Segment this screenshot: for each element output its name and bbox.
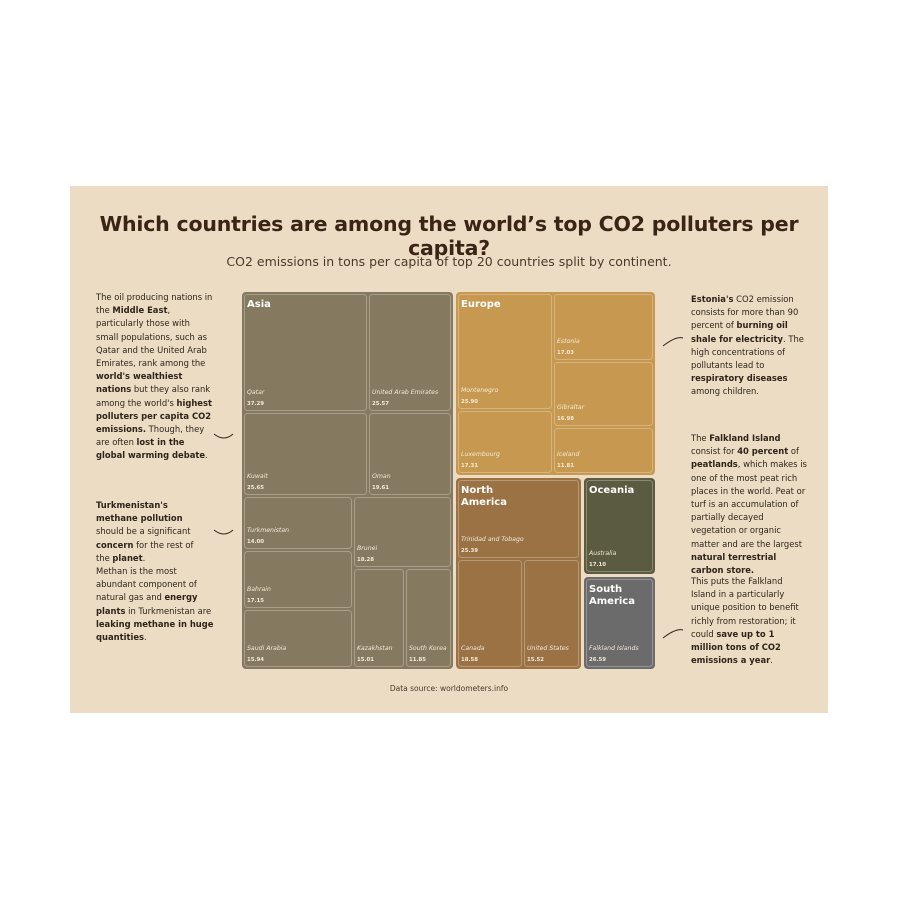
cell-value-gibraltar: 16.98 — [557, 416, 574, 422]
cell-falkland-islands — [586, 579, 653, 667]
cell-value-brunei: 18.28 — [357, 557, 374, 563]
cell-qatar — [244, 294, 367, 411]
cell-label-qatar: Qatar — [247, 388, 265, 396]
cell-label-kazakhstan: Kazakhstan — [357, 644, 393, 652]
cell-iceland — [554, 428, 653, 473]
cell-gibraltar — [554, 362, 653, 426]
cell-label-south-korea: South Korea — [409, 644, 447, 652]
cell-label-turkmenistan: Turkmenistan — [247, 526, 289, 534]
note-middle-east: The oil producing nations in the Middle … — [96, 292, 213, 461]
cell-brunei — [354, 497, 451, 567]
cell-saudi-arabia — [244, 610, 352, 667]
cell-value-kazakhstan: 15.01 — [357, 657, 374, 663]
group-label-south-america: South — [589, 584, 622, 595]
cell-label-gibraltar: Gibraltar — [557, 403, 585, 411]
cell-label-oman: Oman — [372, 473, 391, 480]
connector-estonia — [662, 337, 684, 347]
data-source: Data source: worldometers.info — [389, 684, 509, 693]
cell-value-united-arab-emirates: 25.57 — [372, 401, 389, 407]
cell-value-qatar: 37.29 — [247, 401, 264, 407]
cell-trinidad-and-tobago — [458, 480, 579, 558]
cell-value-south-korea: 11.85 — [409, 657, 426, 663]
note-turkmenistan: Turkmenistan's methane pollution should … — [96, 500, 194, 563]
cell-label-canada: Canada — [461, 645, 485, 652]
cell-value-iceland: 11.81 — [557, 463, 574, 469]
cell-value-falkland-islands: 26.59 — [589, 657, 606, 663]
cell-label-united-states: United States — [527, 644, 570, 652]
chart-title: Which countries are among the world’s to… — [99, 212, 799, 260]
cell-label-falkland-islands: Falkland Islands — [589, 645, 639, 652]
cell-bahrain — [244, 551, 352, 608]
cell-kuwait — [244, 413, 367, 495]
note-methane: Methan is the most abundant component of… — [96, 566, 214, 643]
cell-label-iceland: Iceland — [557, 451, 579, 458]
cell-south-korea — [406, 569, 451, 667]
cell-value-montenegro: 25.90 — [461, 399, 478, 405]
connector-falkland — [662, 629, 684, 639]
cell-label-montenegro: Montenegro — [461, 386, 498, 394]
cell-value-trinidad-and-tobago: 25.39 — [461, 548, 478, 554]
cell-value-turkmenistan: 14.00 — [247, 539, 264, 545]
cell-value-kuwait: 25.65 — [247, 485, 264, 491]
cell-value-luxembourg: 17.31 — [461, 463, 478, 469]
chart-subtitle: CO2 emissions in tons per capita of top … — [226, 254, 672, 269]
group-label-north-america: North — [461, 485, 493, 496]
cell-label-trinidad-and-tobago: Trinidad and Tobago — [461, 536, 524, 543]
cell-value-united-states: 15.52 — [527, 657, 544, 663]
cell-value-bahrain: 17.15 — [247, 598, 264, 604]
cell-australia — [586, 480, 653, 572]
cell-united-states — [524, 560, 579, 667]
note-falkland-restoration: This puts the Falkland Island in a parti… — [691, 576, 799, 666]
note-falkland: The Falkland Island consist for 40 perce… — [691, 433, 807, 576]
cell-label-kuwait: Kuwait — [247, 472, 268, 480]
group-label-north-america: America — [461, 497, 507, 508]
connector-middle-east — [213, 433, 234, 439]
group-label-oceania: Oceania — [589, 485, 634, 496]
cell-label-saudi-arabia: Saudi Arabia — [247, 645, 286, 652]
cell-estonia — [554, 294, 653, 360]
cell-label-united-arab-emirates: United Arab Emirates — [372, 388, 439, 396]
cell-value-estonia: 17.03 — [557, 350, 574, 356]
cell-kazakhstan — [354, 569, 404, 667]
note-estonia: Estonia's CO2 emission consists for more… — [691, 294, 804, 397]
connector-turkmenistan — [213, 529, 234, 535]
cell-value-oman: 19.61 — [372, 485, 389, 491]
cell-label-australia: Australia — [588, 549, 617, 557]
cell-value-australia: 17.10 — [589, 562, 606, 568]
annotation-connectors — [213, 337, 684, 639]
cell-united-arab-emirates — [369, 294, 451, 411]
treemap: Qatar 37.29 United Arab Emirates 25.57 Kuwai… — [242, 292, 655, 669]
infographic-card: Which countries are among the world’s to… — [70, 186, 828, 713]
cell-label-brunei: Brunei — [357, 545, 377, 552]
group-label-europe: Europe — [461, 299, 501, 310]
cell-luxembourg — [458, 411, 552, 473]
group-label-asia: Asia — [247, 299, 271, 310]
cell-label-bahrain: Bahrain — [247, 586, 271, 593]
group-label-south-america: America — [589, 596, 635, 607]
cell-montenegro — [458, 294, 552, 409]
cell-label-luxembourg: Luxembourg — [461, 451, 500, 458]
cell-value-saudi-arabia: 15.94 — [247, 657, 264, 663]
cell-label-estonia: Estonia — [557, 337, 580, 345]
cell-turkmenistan — [244, 497, 352, 549]
cell-value-canada: 18.58 — [461, 657, 478, 663]
cell-oman — [369, 413, 451, 495]
cell-canada — [458, 560, 522, 667]
